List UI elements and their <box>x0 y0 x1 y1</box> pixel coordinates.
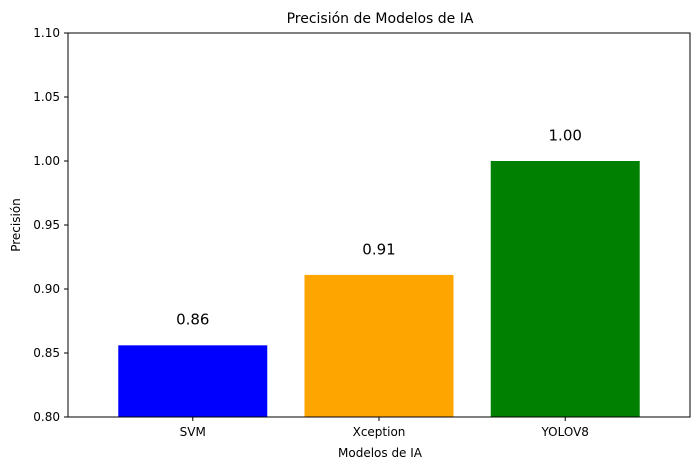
bar-xception <box>304 274 454 417</box>
y-tick-label: 0.85 <box>33 346 60 360</box>
y-tick-label: 1.00 <box>33 154 60 168</box>
x-tick-label-svm: SVM <box>180 425 206 439</box>
x-tick-label-xception: Xception <box>353 425 406 439</box>
bar-svm <box>118 345 268 417</box>
y-tick-label: 1.05 <box>33 90 60 104</box>
data-label-svm: 0.86 <box>176 311 209 329</box>
y-tick-label: 0.90 <box>33 282 60 296</box>
y-tick-label: 0.80 <box>33 410 60 424</box>
y-tick-label: 0.95 <box>33 218 60 232</box>
data-label-yolov8: 1.00 <box>549 126 582 144</box>
chart-title: Precisión de Modelos de IA <box>287 11 474 27</box>
x-axis-label: Modelos de IA <box>338 446 423 460</box>
y-axis-label: Precisión <box>9 198 23 252</box>
y-tick-label: 1.10 <box>33 26 60 40</box>
bar-yolov8 <box>490 161 640 417</box>
plot-area: 0.86 SVM 0.91 Xception 1.00 YOLOV8 0.80 0.85 0.9… <box>33 26 691 439</box>
data-label-xception: 0.91 <box>362 240 395 258</box>
axes-frame <box>67 32 691 418</box>
x-tick-label-yolov8: YOLOV8 <box>540 425 588 439</box>
